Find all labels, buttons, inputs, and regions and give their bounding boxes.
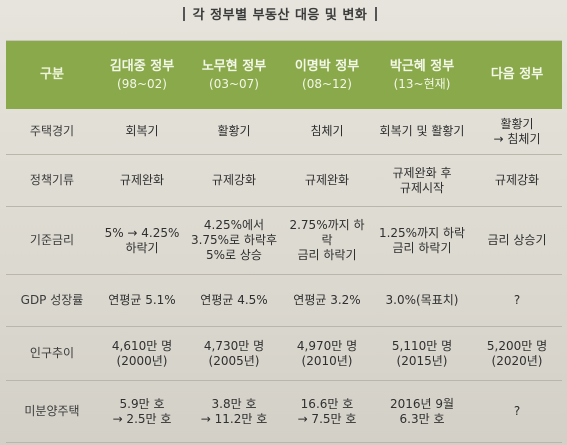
table-cell: 규제강화 bbox=[472, 155, 562, 207]
table-cell: 연평균 3.2% bbox=[282, 275, 372, 327]
table-cell: 4,610만 명 (2000년) bbox=[98, 327, 186, 381]
header-roh-moo-hyun: 노무현 정부 (03~07) bbox=[186, 41, 282, 109]
table-cell: 침체기 bbox=[282, 109, 372, 155]
table-cell: 4,970만 명 (2010년) bbox=[282, 327, 372, 381]
header-category: 구분 bbox=[6, 41, 98, 109]
header-name: 노무현 정부 bbox=[201, 59, 267, 74]
table-cell: 회복기 bbox=[98, 109, 186, 155]
row-label-base-rate: 기준금리 bbox=[6, 207, 98, 275]
title-bar-left bbox=[182, 7, 185, 21]
header-name: 김대중 정부 bbox=[109, 59, 175, 74]
table-cell: 규제완화 bbox=[282, 155, 372, 207]
table-title-text: 각 정부별 부동산 대응 및 변화 bbox=[192, 8, 368, 23]
table-cell: 4,730만 명 (2005년) bbox=[186, 327, 282, 381]
header-name: 구분 bbox=[40, 67, 64, 83]
table-cell: 5% → 4.25% 하락기 bbox=[98, 207, 186, 275]
table-cell: 회복기 및 활황기 bbox=[372, 109, 472, 155]
table-cell: 규제강화 bbox=[186, 155, 282, 207]
table-cell: 16.6만 호 → 7.5만 호 bbox=[282, 381, 372, 443]
header-name: 다음 정부 bbox=[490, 67, 544, 83]
row-label-housing-market: 주택경기 bbox=[6, 109, 98, 155]
row-label-policy-trend: 정책기류 bbox=[6, 155, 98, 207]
header-period: (08~12) bbox=[302, 76, 352, 91]
header-name: 박근혜 정부 bbox=[389, 59, 455, 74]
header-period: (13~현재) bbox=[393, 76, 451, 91]
table-cell: 금리 상승기 bbox=[472, 207, 562, 275]
table-cell: 5,110만 명 (2015년) bbox=[372, 327, 472, 381]
table-cell: 연평균 4.5% bbox=[186, 275, 282, 327]
row-label-population: 인구추이 bbox=[6, 327, 98, 381]
table-cell: 활황기 → 침체기 bbox=[472, 109, 562, 155]
table-cell: 1.25%까지 하락 금리 하락기 bbox=[372, 207, 472, 275]
header-period: (03~07) bbox=[209, 76, 259, 91]
header-kim-dae-jung: 김대중 정부 (98~02) bbox=[98, 41, 186, 109]
table-title: 각 정부별 부동산 대응 및 변화 bbox=[160, 3, 400, 29]
table-cell: 3.0%(목표치) bbox=[372, 275, 472, 327]
table-cell: 4.25%에서 3.75%로 하락후 5%로 상승 bbox=[186, 207, 282, 275]
header-period: (98~02) bbox=[117, 76, 167, 91]
header-lee-myung-bak: 이명박 정부 (08~12) bbox=[282, 41, 372, 109]
header-park-geun-hye: 박근혜 정부 (13~현재) bbox=[372, 41, 472, 109]
table-cell: 3.8만 호 → 11.2만 호 bbox=[186, 381, 282, 443]
title-bar-right bbox=[375, 7, 378, 21]
header-next-government: 다음 정부 bbox=[472, 41, 562, 109]
table-cell: 규제완화 bbox=[98, 155, 186, 207]
header-name: 이명박 정부 bbox=[294, 59, 360, 74]
table-cell: 2016년 9월 6.3만 호 bbox=[372, 381, 472, 443]
government-real-estate-table: 구분 김대중 정부 (98~02) 노무현 정부 (03~07) 이명박 정부 (08… bbox=[6, 40, 562, 443]
table-cell: 2.75%까지 하락 금리 하락기 bbox=[282, 207, 372, 275]
row-label-gdp-growth: GDP 성장률 bbox=[6, 275, 98, 327]
row-label-unsold-housing: 미분양주택 bbox=[6, 381, 98, 443]
table-cell: 5,200만 명 (2020년) bbox=[472, 327, 562, 381]
table-cell: ? bbox=[472, 381, 562, 443]
table-cell: 활황기 bbox=[186, 109, 282, 155]
table-cell: 5.9만 호 → 2.5만 호 bbox=[98, 381, 186, 443]
table-cell: ? bbox=[472, 275, 562, 327]
table-cell: 연평균 5.1% bbox=[98, 275, 186, 327]
table-cell: 규제완화 후 규제시작 bbox=[372, 155, 472, 207]
